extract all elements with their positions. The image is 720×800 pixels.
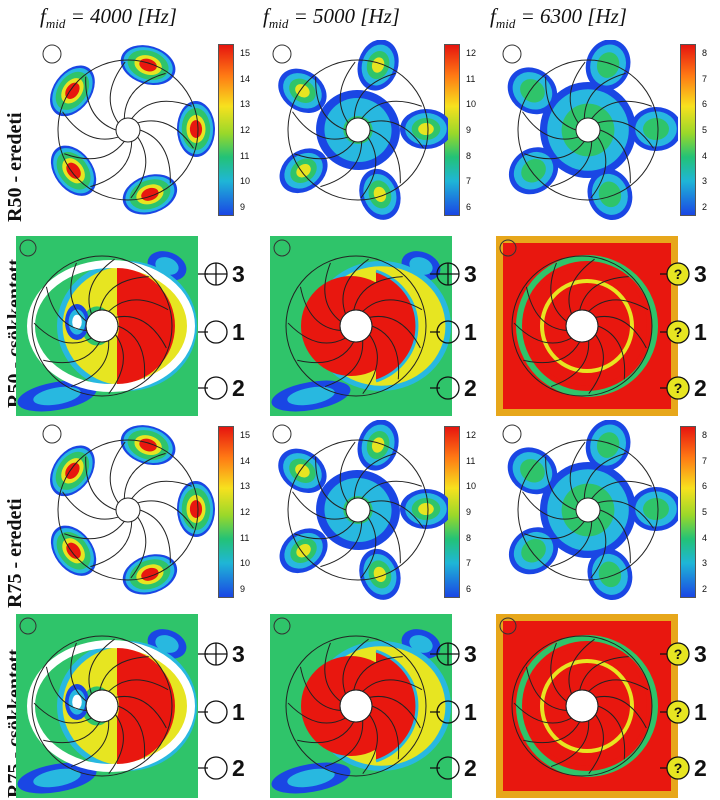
marker-2: 2 xyxy=(464,375,477,401)
panel-r50-csokkentett-5000 xyxy=(270,236,452,416)
question-mark: ? xyxy=(674,266,683,282)
marker-1: 1 xyxy=(464,319,477,345)
colorbar-tick: 2 xyxy=(702,202,708,212)
marker-2: 2 xyxy=(694,755,707,781)
panel-r50-csokkentett-6300 xyxy=(496,236,678,416)
colorbar-6300-r75: 8 7 6 5 4 3 2 xyxy=(680,426,720,598)
colorbar-tick: 11 xyxy=(240,532,250,543)
col-header-1: fmid = 4000 [Hz] xyxy=(40,4,177,32)
colorbar-tick: 11 xyxy=(466,73,476,84)
colorbar-tick: 6 xyxy=(466,202,472,212)
colorbar-tick: 12 xyxy=(466,430,477,440)
colorbar-tick: 15 xyxy=(240,430,251,440)
marker-3: 3 xyxy=(464,641,477,667)
colorbar-4000-r50: 15 14 13 12 11 10 9 xyxy=(218,44,258,216)
colorbar-tick: 7 xyxy=(466,176,472,187)
colorbar-tick: 9 xyxy=(466,125,472,135)
colorbar-tick: 11 xyxy=(240,150,250,161)
colorbar-tick: 5 xyxy=(702,507,708,517)
colorbar-tick: 14 xyxy=(240,455,251,466)
marker-3: 3 xyxy=(694,641,707,667)
annotation-r50-4000: 3 1 2 xyxy=(198,261,245,401)
panel-r75-csokkentett-4000 xyxy=(16,614,198,798)
colorbar-tick: 8 xyxy=(466,150,472,161)
colorbar-4000-r75: 15 14 13 12 11 10 9 xyxy=(218,426,258,598)
marker-2: 2 xyxy=(232,755,245,781)
colorbar-tick: 12 xyxy=(240,507,251,517)
colorbar-tick: 12 xyxy=(466,48,477,58)
marker-1: 1 xyxy=(694,699,707,725)
colorbar-tick: 4 xyxy=(702,532,708,543)
marker-3: 3 xyxy=(464,261,477,287)
colorbar-tick: 7 xyxy=(702,73,708,84)
annotation-r75-5000: 3 1 2 xyxy=(430,641,477,781)
panel-r50-eredeti-5000 xyxy=(272,40,448,220)
colorbar-tick: 13 xyxy=(240,481,251,492)
colorbar-tick: 2 xyxy=(702,584,708,594)
marker-1: 1 xyxy=(232,699,245,725)
colorbar-tick: 10 xyxy=(466,481,477,492)
question-mark: ? xyxy=(674,760,683,776)
colorbar-tick: 6 xyxy=(702,481,708,492)
colorbar-5000-r75: 12 11 10 9 8 7 6 xyxy=(444,426,484,598)
question-mark: ? xyxy=(674,380,683,396)
colorbar-tick: 10 xyxy=(240,558,251,569)
colorbar-tick: 6 xyxy=(702,99,708,110)
panel-r75-eredeti-5000 xyxy=(272,420,448,600)
colorbar-tick: 8 xyxy=(702,48,708,58)
question-mark: ? xyxy=(674,324,683,340)
marker-3: 3 xyxy=(232,641,245,667)
marker-3: 3 xyxy=(232,261,245,287)
colorbar-5000-r50: 12 11 10 9 8 7 6 xyxy=(444,44,484,216)
col-header-3: fmid = 6300 [Hz] xyxy=(490,4,627,32)
marker-3: 3 xyxy=(694,261,707,287)
colorbar-tick: 9 xyxy=(240,202,246,212)
row-label-3: R75 - eredeti xyxy=(4,498,26,608)
annotation-r50-6300: ? 3? 1? 2 xyxy=(660,261,707,401)
colorbar-tick: 7 xyxy=(466,558,472,569)
colorbar-tick: 9 xyxy=(466,507,472,517)
colorbar-6300-r50: 8 7 6 5 4 3 2 xyxy=(680,44,720,216)
marker-1: 1 xyxy=(694,319,707,345)
colorbar-tick: 13 xyxy=(240,99,251,110)
panel-r50-eredeti-4000 xyxy=(42,44,215,215)
marker-2: 2 xyxy=(694,375,707,401)
marker-2: 2 xyxy=(464,755,477,781)
question-mark: ? xyxy=(674,704,683,720)
colorbar-tick: 9 xyxy=(240,584,246,594)
panel-r75-csokkentett-5000 xyxy=(270,614,452,798)
colorbar-tick: 12 xyxy=(240,125,251,135)
colorbar-tick: 3 xyxy=(702,176,708,187)
marker-1: 1 xyxy=(464,699,477,725)
annotation-r50-5000: 3 1 2 xyxy=(430,261,477,401)
marker-2: 2 xyxy=(232,375,245,401)
colorbar-tick: 7 xyxy=(702,455,708,466)
colorbar-tick: 10 xyxy=(240,176,251,187)
panel-r50-csokkentett-4000 xyxy=(16,236,198,416)
row-label-1: R50 - eredeti xyxy=(4,112,26,222)
colorbar-tick: 15 xyxy=(240,48,251,58)
panel-r75-eredeti-6300 xyxy=(502,420,678,600)
colorbar-tick: 4 xyxy=(702,150,708,161)
colorbar-tick: 6 xyxy=(466,584,472,594)
colorbar-tick: 3 xyxy=(702,558,708,569)
marker-1: 1 xyxy=(232,319,245,345)
colorbar-tick: 8 xyxy=(702,430,708,440)
colorbar-tick: 8 xyxy=(466,532,472,543)
panel-r75-eredeti-4000 xyxy=(42,424,215,595)
col-header-2: fmid = 5000 [Hz] xyxy=(263,4,400,32)
colorbar-tick: 10 xyxy=(466,99,477,110)
panel-r50-eredeti-6300 xyxy=(502,40,678,220)
question-mark: ? xyxy=(674,646,683,662)
annotation-r75-4000: 3 1 2 xyxy=(198,641,245,781)
panel-r75-csokkentett-6300 xyxy=(496,614,678,798)
colorbar-tick: 11 xyxy=(466,455,476,466)
colorbar-tick: 14 xyxy=(240,73,251,84)
annotation-r75-6300: ? 3? 1? 2 xyxy=(660,641,707,781)
colorbar-tick: 5 xyxy=(702,125,708,135)
